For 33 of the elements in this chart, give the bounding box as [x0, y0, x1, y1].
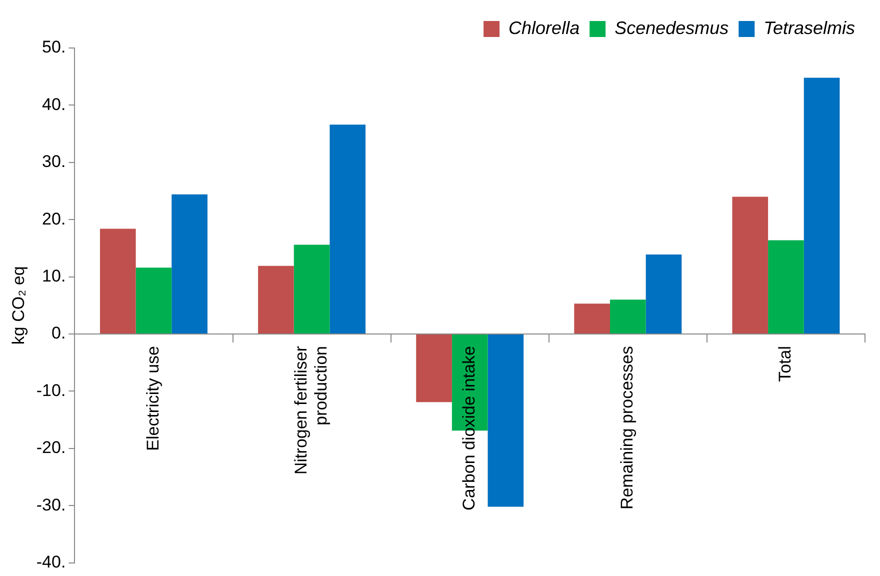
bar: [136, 268, 172, 334]
y-axis-title: kg CO₂ eq: [8, 266, 28, 345]
bar: [330, 124, 366, 334]
y-tick-label: -20.: [36, 438, 66, 458]
x-tick-label: Nitrogen fertiliser production: [291, 346, 330, 474]
legend-label: Chlorella: [508, 18, 580, 38]
legend-label: Tetraselmis: [764, 18, 856, 38]
y-tick-label: -10.: [36, 380, 66, 400]
bar: [172, 194, 208, 334]
bar: [804, 78, 840, 334]
bar: [416, 334, 452, 402]
x-tick-label: Electricity use: [143, 346, 162, 451]
x-tick-label: Remaining processes: [618, 346, 637, 510]
bar: [732, 196, 768, 334]
bar: [294, 244, 330, 334]
bar: [258, 266, 294, 334]
x-tick-label: Total: [776, 346, 795, 382]
y-tick-label: 50.: [42, 38, 66, 57]
bar: [574, 304, 610, 334]
bar: [488, 334, 524, 507]
y-tick-label: 10.: [42, 266, 66, 286]
y-tick-label: -30.: [36, 495, 66, 514]
y-tick-label: 20.: [42, 209, 66, 228]
y-tick-label: 30.: [42, 152, 66, 172]
legend-label: Scenedesmus: [614, 18, 729, 38]
y-tick-label: 40.: [42, 94, 66, 114]
bar: [646, 254, 682, 334]
y-tick-label: 0.: [52, 324, 66, 343]
y-tick-label: -40.: [36, 552, 66, 572]
bar: [768, 240, 804, 334]
bar: [610, 300, 646, 334]
x-tick-label: Carbon dioxide intake: [460, 346, 479, 510]
bar: [100, 228, 136, 334]
